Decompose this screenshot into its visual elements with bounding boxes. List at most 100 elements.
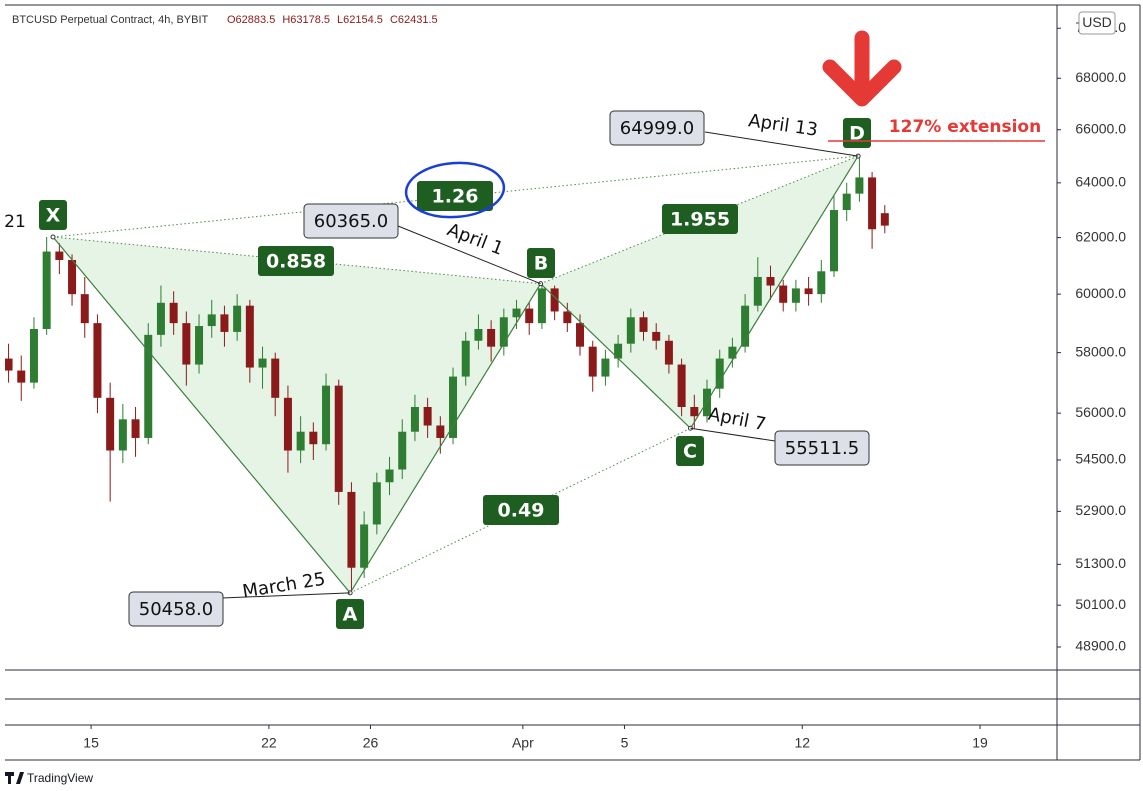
ratio-label: 1.26	[432, 186, 479, 208]
candle-body	[474, 328, 483, 341]
candle-body	[842, 193, 851, 210]
candle-body	[258, 358, 267, 368]
ratio-line	[540, 155, 859, 285]
x-tick-label: 26	[363, 735, 379, 751]
candle-body	[487, 328, 496, 347]
candle-body	[144, 334, 153, 438]
ohlc-value: L62154.5	[337, 14, 383, 26]
point-name: D	[849, 123, 865, 145]
ohlc-header: O62883.5 H63178.5 L62154.5 C62431.5	[227, 14, 438, 26]
ratio-box	[258, 246, 334, 276]
frame	[5, 4, 1141, 761]
ohlc-value: H63178.5	[282, 14, 330, 26]
x-tick-label: 19	[972, 735, 988, 751]
plot-area	[5, 153, 889, 596]
x-tick-label: 15	[83, 735, 99, 751]
arrow-head	[822, 59, 902, 107]
currency-badge	[1078, 11, 1116, 35]
ratio-label: 0.49	[498, 500, 545, 522]
y-tick-label: 56000.0	[1075, 404, 1126, 420]
y-tick-label: 48900.0	[1075, 638, 1126, 654]
candle-body	[461, 340, 470, 377]
candle-body	[690, 406, 699, 417]
highlight-circle	[404, 161, 506, 219]
candle-body	[766, 276, 775, 286]
candle-body	[817, 271, 826, 295]
candle-body	[410, 406, 419, 432]
candle-body	[182, 323, 191, 365]
price-connector	[704, 131, 859, 157]
point-name: C	[683, 441, 697, 463]
candle-body	[614, 343, 623, 359]
candle-body	[309, 431, 318, 445]
candle-body	[449, 376, 458, 438]
ratio-box	[417, 181, 493, 211]
candle-body	[169, 302, 178, 324]
x-tick-label: 12	[794, 735, 810, 751]
candle-body	[118, 419, 127, 451]
y-tick-label: 60000.0	[1075, 285, 1126, 301]
candle-body	[601, 358, 610, 377]
point-price: 50458.0	[139, 599, 213, 620]
chart-title: BTCUSD Perpetual Contract, 4h, BYBIT	[12, 14, 209, 26]
price-box	[303, 203, 399, 239]
point-price: 21	[4, 212, 26, 232]
candle-body	[563, 311, 572, 324]
candle-body	[42, 251, 51, 329]
y-tick-label: 68000.0	[1075, 69, 1126, 85]
ohlc-value: C62431.5	[390, 14, 438, 26]
point-name: X	[46, 205, 61, 227]
candle-body	[80, 294, 89, 324]
candle-body	[29, 328, 38, 383]
candle-body	[207, 314, 216, 327]
ratio-label: 1.955	[670, 209, 730, 231]
candle-body	[68, 259, 77, 295]
candle-body	[868, 177, 877, 230]
candle-body	[131, 419, 140, 438]
candle-body	[779, 285, 788, 303]
x-tick-label: Apr	[512, 735, 534, 751]
price-connector	[221, 592, 351, 599]
candle-body	[195, 326, 204, 365]
y-tick-label: 64000.0	[1075, 174, 1126, 190]
candle-body	[537, 288, 546, 324]
candle-body	[499, 317, 508, 347]
y-tick-label: 62000.0	[1075, 228, 1126, 244]
candle-body	[664, 340, 673, 365]
y-tick-label: 50100.0	[1075, 596, 1126, 612]
candle-body	[728, 346, 737, 359]
ratio-box	[662, 204, 738, 234]
ohlc-value: O62883.5	[227, 14, 275, 26]
candle-body	[156, 302, 165, 335]
price-box	[128, 591, 224, 627]
candle-body	[753, 276, 762, 306]
candle-body	[17, 370, 26, 383]
candle-body	[550, 288, 559, 312]
point-box	[336, 599, 364, 629]
candle-body	[525, 308, 534, 324]
extension-label: 127% extension	[889, 117, 1041, 137]
candle-body	[741, 305, 750, 347]
candle-body	[855, 177, 864, 194]
candle-body	[880, 213, 889, 226]
price-connector	[397, 225, 541, 285]
candle-body	[830, 209, 839, 272]
candle-body	[233, 305, 242, 332]
candle-body	[626, 317, 635, 344]
point-box	[527, 248, 555, 278]
candle-body	[106, 397, 115, 451]
candle-body	[296, 431, 305, 451]
candle-body	[245, 305, 254, 368]
point-price: 55511.5	[785, 438, 859, 459]
y-tick-label: 58000.0	[1075, 343, 1126, 359]
price-box	[774, 430, 870, 466]
pattern-fill	[53, 236, 541, 593]
candle-body	[791, 288, 800, 303]
candle-body	[652, 331, 661, 341]
point-price: 64999.0	[620, 118, 694, 139]
candle-body	[347, 491, 356, 568]
candle-body	[385, 469, 394, 483]
candle-body	[576, 323, 585, 347]
candle-body	[588, 346, 597, 377]
candle-body	[677, 364, 686, 407]
